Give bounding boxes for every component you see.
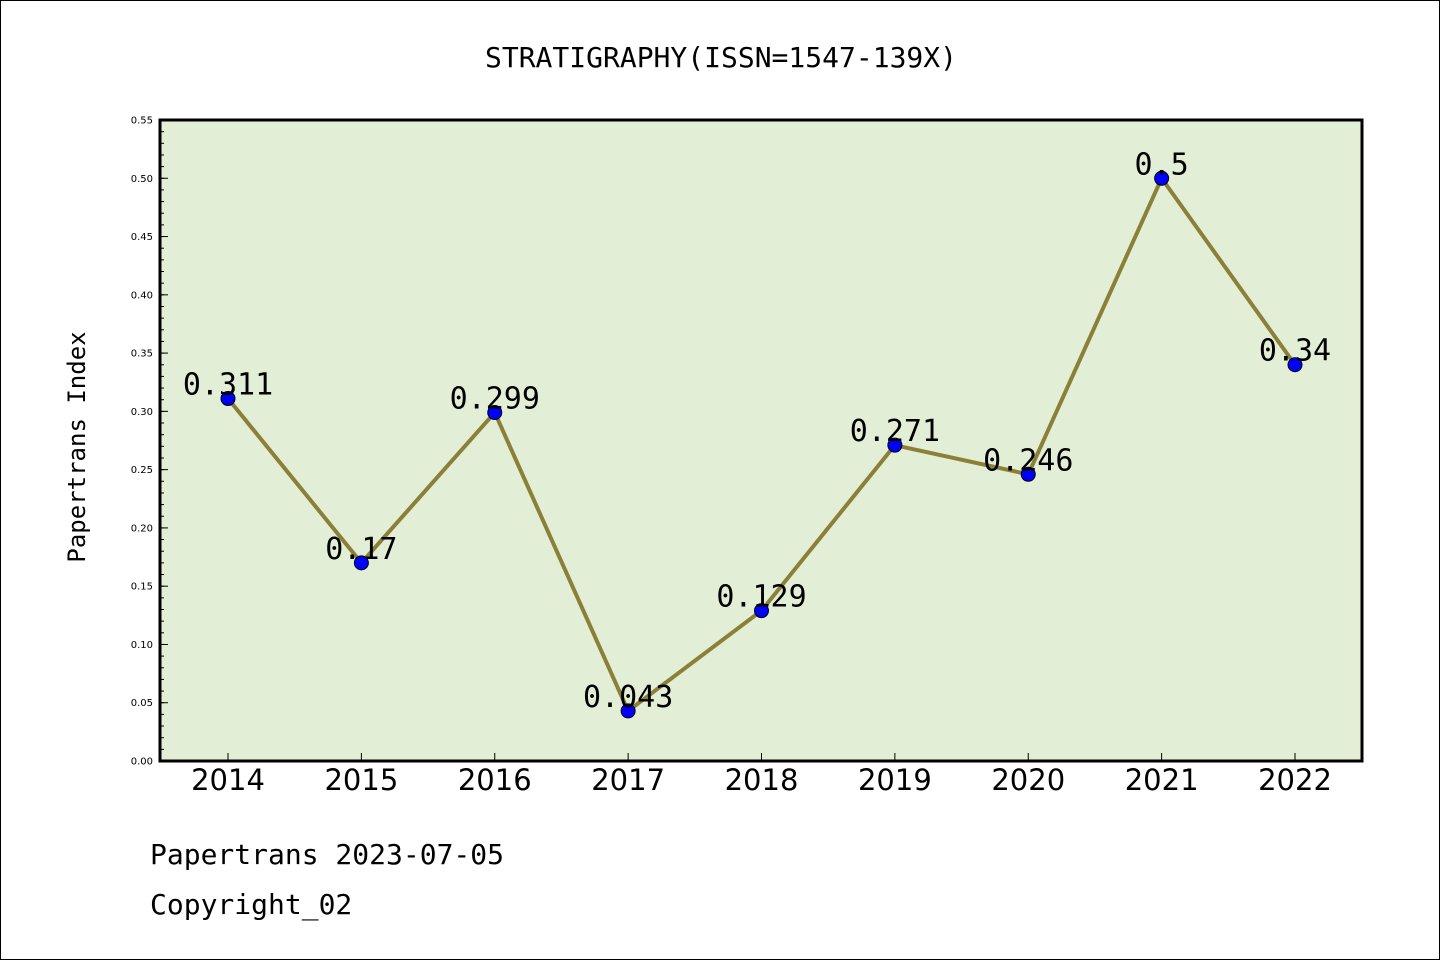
y-tick-label: 0.40 — [131, 290, 153, 301]
data-point — [754, 603, 769, 619]
x-axis-ticks: 2014 2015 2016 2017 2018 2019 2020 2021 2022 — [191, 753, 1332, 797]
y-axis-label: Papertrans Index — [63, 331, 91, 562]
x-tick-label: 2014 — [191, 763, 265, 797]
x-tick-label: 2020 — [991, 763, 1065, 797]
x-tick-label: 2016 — [458, 763, 532, 797]
x-tick-label: 2018 — [725, 763, 799, 797]
y-tick-label: 0.50 — [131, 174, 153, 185]
data-point — [620, 703, 636, 719]
y-tick-label: 0.25 — [131, 465, 153, 476]
y-tick-label: 0.45 — [131, 232, 153, 243]
data-label: 0.246 — [983, 443, 1073, 478]
data-point — [1154, 170, 1170, 186]
data-point — [1020, 466, 1036, 482]
y-tick-label: 0.20 — [131, 523, 153, 534]
y-tick-label: 0.30 — [131, 407, 153, 418]
data-point — [353, 555, 369, 571]
data-point — [887, 437, 903, 453]
data-label: 0.34 — [1259, 334, 1331, 369]
y-tick-label: 0.00 — [131, 757, 153, 768]
data-label: 0.129 — [716, 580, 806, 615]
data-label: 0.271 — [850, 414, 940, 449]
data-labels: 0.311 0.17 0.299 0.043 0.129 0.271 0.246 0.5 0.3… — [183, 147, 1331, 715]
y-tick-label: 0.10 — [131, 640, 153, 651]
data-point — [1287, 357, 1303, 373]
y-tick-label: 0.15 — [131, 582, 153, 593]
data-label: 0.5 — [1135, 147, 1189, 182]
x-tick-label: 2015 — [324, 763, 398, 797]
footer-copyright-text: Copyright_02 — [150, 888, 352, 922]
y-tick-label: 0.05 — [131, 698, 153, 709]
footer-date-text: Papertrans 2023-07-05 — [150, 838, 504, 871]
x-tick-label: 2019 — [858, 763, 932, 797]
data-label: 0.043 — [583, 680, 673, 715]
data-point — [220, 391, 236, 407]
y-axis-ticks: 0.00 0.05 0.10 0.15 0.20 0.25 0.30 0.35 0.40 0.45… — [131, 116, 168, 768]
data-label: 0.17 — [325, 532, 397, 567]
y-tick-label: 0.35 — [131, 349, 153, 360]
plot-border — [158, 118, 1364, 763]
data-label: 0.299 — [450, 382, 540, 417]
data-label: 0.311 — [183, 368, 273, 403]
data-points — [220, 170, 1303, 719]
data-point — [487, 405, 503, 421]
y-tick-label: 0.55 — [131, 116, 153, 127]
x-tick-label: 2022 — [1258, 763, 1332, 797]
x-tick-label: 2017 — [591, 763, 665, 797]
plot-area — [160, 120, 1362, 761]
chart-title: STRATIGRAPHY(ISSN=1547-139X) — [485, 41, 957, 74]
x-tick-label: 2021 — [1125, 763, 1199, 797]
